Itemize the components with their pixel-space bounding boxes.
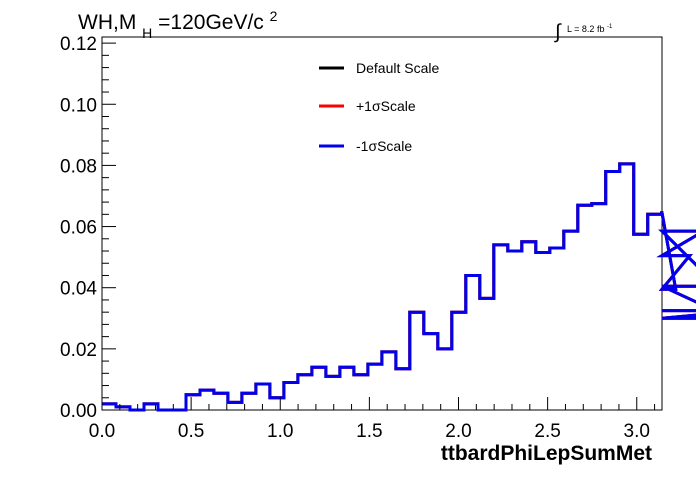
title-superscript: 2	[270, 8, 278, 24]
y-tick-label: 0.08	[60, 156, 97, 177]
y-tick-label: 0.00	[60, 401, 97, 422]
title-base: WH,M	[78, 11, 136, 34]
legend-entry: Default Scale	[356, 60, 439, 76]
chart-title: WH,M H =120GeV/c 2	[78, 8, 278, 43]
x-tick-label: 1.0	[267, 421, 293, 442]
x-axis: 0.0 0.5 1.0 1.5 2.0 2.5 3.0	[89, 397, 656, 442]
x-tick-label: 0.5	[178, 421, 204, 442]
y-tick-label: 0.12	[60, 34, 97, 55]
luminosity-text: L = 8.2 fb	[567, 24, 604, 34]
x-axis-label: ttbardPhiLepSumMet	[441, 442, 652, 465]
luminosity-superscript: -1	[607, 24, 613, 30]
x-tick-label: 1.5	[356, 421, 382, 442]
x-tick-label: 0.0	[89, 421, 115, 442]
legend-entry: +1σScale	[356, 98, 416, 114]
legend-entry: -1σScale	[356, 138, 412, 154]
y-tick-label: 0.10	[60, 95, 97, 116]
title-subscript: H	[142, 25, 152, 41]
histogram-series-group	[102, 162, 696, 412]
title-value: =120GeV/c	[158, 11, 264, 34]
y-tick-label: 0.02	[60, 340, 97, 361]
luminosity-label: L = 8.2 fb -1	[567, 24, 613, 34]
x-tick-label: 2.5	[534, 421, 560, 442]
y-tick-label: 0.06	[60, 218, 97, 239]
legend: Default Scale +1σScale -1σScale	[319, 60, 439, 154]
x-tick-label: 3.0	[624, 421, 650, 442]
plot-frame	[101, 36, 663, 411]
series-line	[102, 162, 696, 412]
y-tick-label: 0.04	[60, 279, 97, 300]
y-axis: 0.00 0.02 0.04 0.06 0.08 0.10 0.12	[60, 34, 116, 422]
x-tick-label: 2.0	[445, 421, 471, 442]
integral-sign: ∫	[554, 21, 562, 43]
